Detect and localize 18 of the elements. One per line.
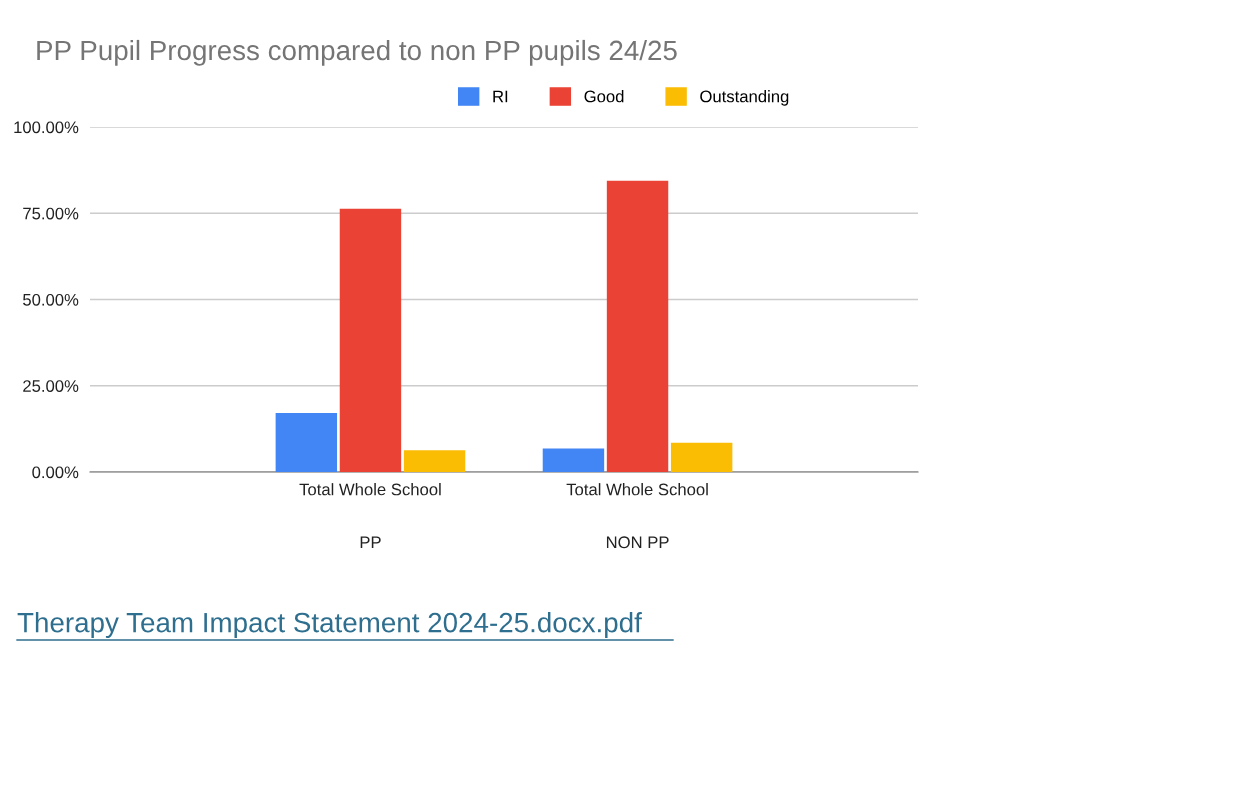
legend-label: Outstanding — [700, 90, 789, 106]
bar — [542, 448, 605, 472]
category-label: Total Whole School PP — [299, 483, 441, 548]
y-tick-label: 75.00% — [23, 207, 79, 220]
text: Therapy Team Impact Statement 2024-25.docx.pdf — [17, 612, 642, 638]
y-tick-label: 50.00% — [23, 293, 79, 306]
bar — [670, 442, 733, 472]
legend-label: RI — [493, 90, 508, 103]
y-tick-label: 100.00% — [14, 121, 79, 134]
bar — [606, 180, 669, 472]
y-tick-label: 25.00% — [23, 380, 79, 392]
bar — [403, 450, 466, 472]
chart-title: PP Pupil Progress compared to non PP pupils 24/25 — [37, 39, 677, 66]
y-tick-label: 0.00% — [32, 466, 79, 479]
legend-label: Good — [584, 90, 624, 103]
category-label: Total Whole School NON PP — [566, 483, 708, 549]
bar — [339, 208, 402, 472]
bar — [275, 413, 338, 472]
